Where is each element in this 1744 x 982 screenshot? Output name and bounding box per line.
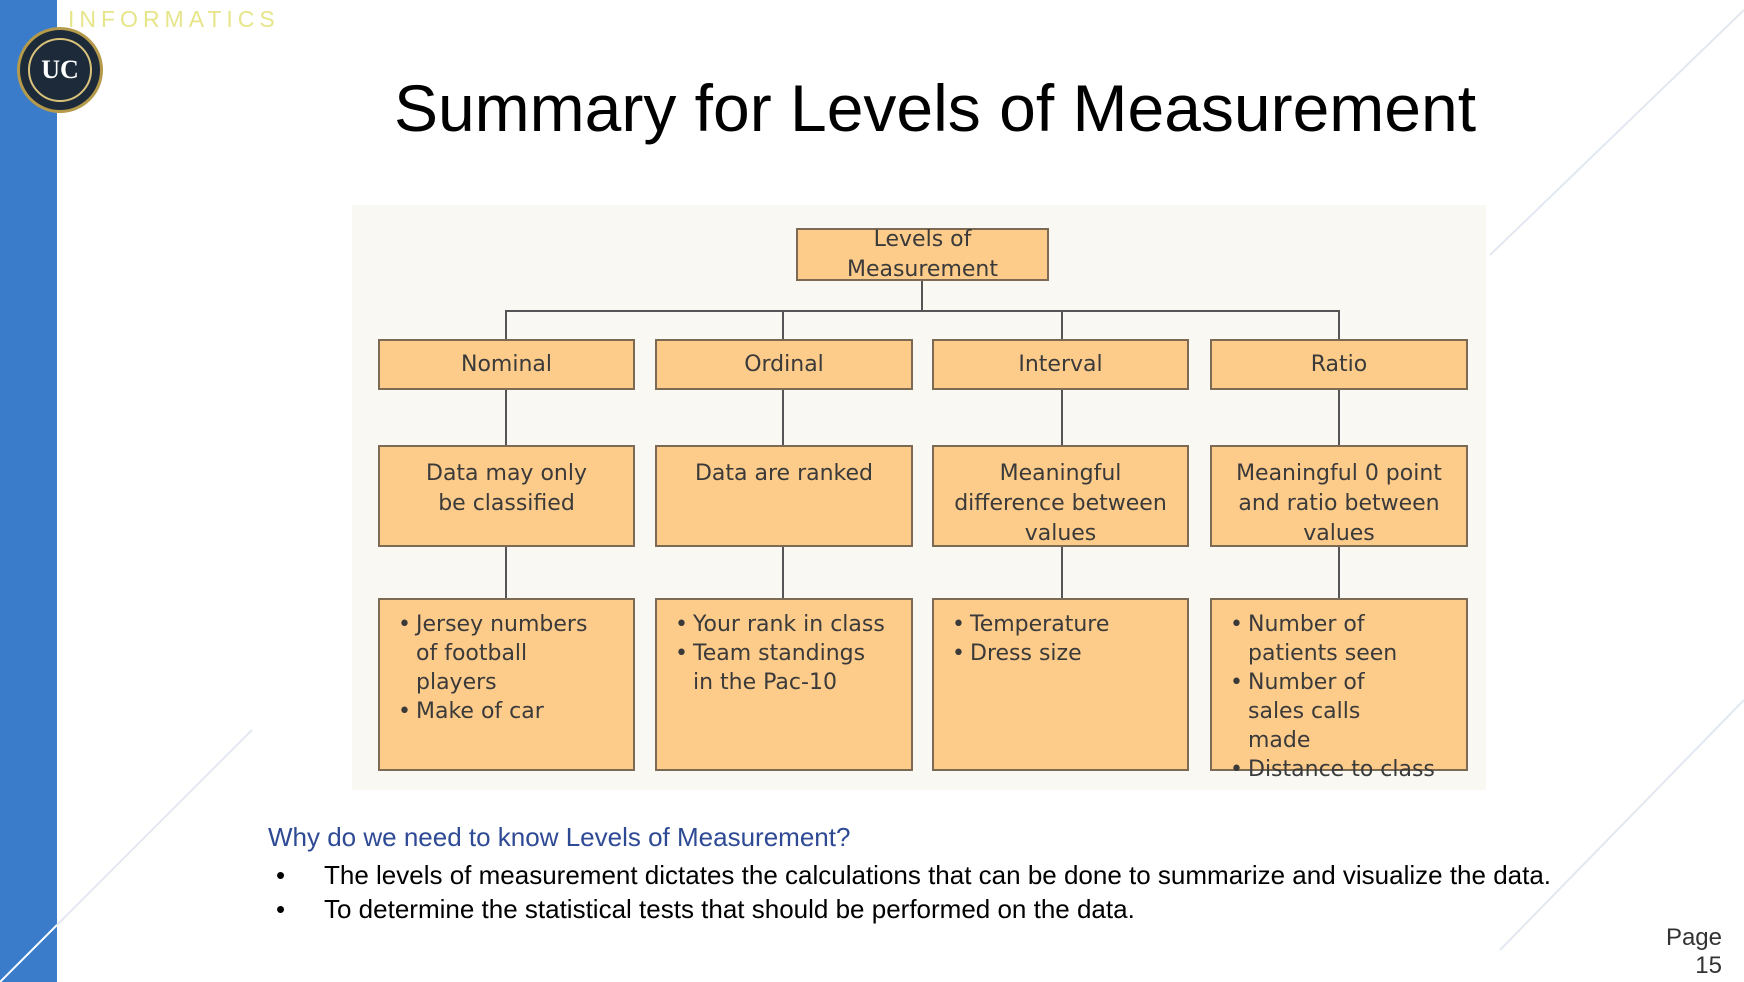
level-ratio: Ratio <box>1210 339 1468 390</box>
connector-horizontal <box>505 310 1340 312</box>
university-logo: UC <box>17 27 103 113</box>
connector-nominal-ex <box>505 545 507 600</box>
connector-root-down <box>921 280 923 311</box>
description-ratio: Meaningful 0 point and ratio between val… <box>1210 445 1468 547</box>
examples-ordinal: Your rank in class Team standings in the… <box>655 598 913 771</box>
example-item: Distance to class <box>1230 755 1458 784</box>
connector-ratio-desc <box>1338 388 1340 446</box>
example-item: Temperature <box>952 610 1179 639</box>
description-text: Data may only be classified <box>426 461 587 516</box>
left-accent-bar <box>0 0 57 982</box>
connector-interval-ex <box>1061 545 1063 600</box>
description-text: Data are ranked <box>694 461 874 486</box>
connector-ordinal-desc <box>782 388 784 446</box>
level-ordinal: Ordinal <box>655 339 913 390</box>
examples-ratio: Number of patients seen Number of sales … <box>1210 598 1468 784</box>
example-item: Make of car <box>398 697 625 726</box>
example-item: Your rank in class <box>675 610 903 639</box>
bullet-item: To determine the statistical tests that … <box>268 892 1551 926</box>
description-nominal: Data may only be classified <box>378 445 635 547</box>
connector-ratio <box>1338 310 1340 340</box>
example-item: Number of sales calls made <box>1230 668 1418 755</box>
connector-ratio-ex <box>1338 545 1340 600</box>
example-item: Jersey numbers of football players <box>398 610 596 697</box>
slide-title: Summary for Levels of Measurement <box>393 71 1477 145</box>
bullet-item: The levels of measurement dictates the c… <box>268 858 1551 892</box>
brand-label: INFORMATICS <box>68 6 280 32</box>
question-heading: Why do we need to know Levels of Measure… <box>268 822 851 852</box>
connector-interval <box>1061 310 1063 340</box>
description-text: Meaningful 0 point and ratio between val… <box>1236 461 1442 546</box>
description-text: Meaningful difference between values <box>954 461 1167 546</box>
connector-nominal <box>505 310 507 340</box>
example-item: Number of patients seen <box>1230 610 1433 668</box>
connector-interval-desc <box>1061 388 1063 446</box>
connector-nominal-desc <box>505 388 507 446</box>
page-number: Page 15 <box>1622 924 1722 980</box>
connector-ordinal <box>782 310 784 340</box>
page-label: Page <box>1665 924 1722 951</box>
page-number-value: 15 <box>1695 952 1722 979</box>
bullet-list: The levels of measurement dictates the c… <box>268 858 1551 926</box>
examples-interval: Temperature Dress size <box>932 598 1189 771</box>
connector-ordinal-ex <box>782 545 784 600</box>
description-interval: Meaningful difference between values <box>932 445 1189 547</box>
level-nominal: Nominal <box>378 339 635 390</box>
examples-nominal: Jersey numbers of football players Make … <box>378 598 635 771</box>
logo-monogram: UC <box>28 38 92 102</box>
description-ordinal: Data are ranked <box>655 445 913 547</box>
root-node: Levels of Measurement <box>796 227 1049 282</box>
example-item: Dress size <box>952 639 1179 668</box>
example-item: Team standings in the Pac-10 <box>675 639 878 697</box>
level-interval: Interval <box>932 339 1189 390</box>
